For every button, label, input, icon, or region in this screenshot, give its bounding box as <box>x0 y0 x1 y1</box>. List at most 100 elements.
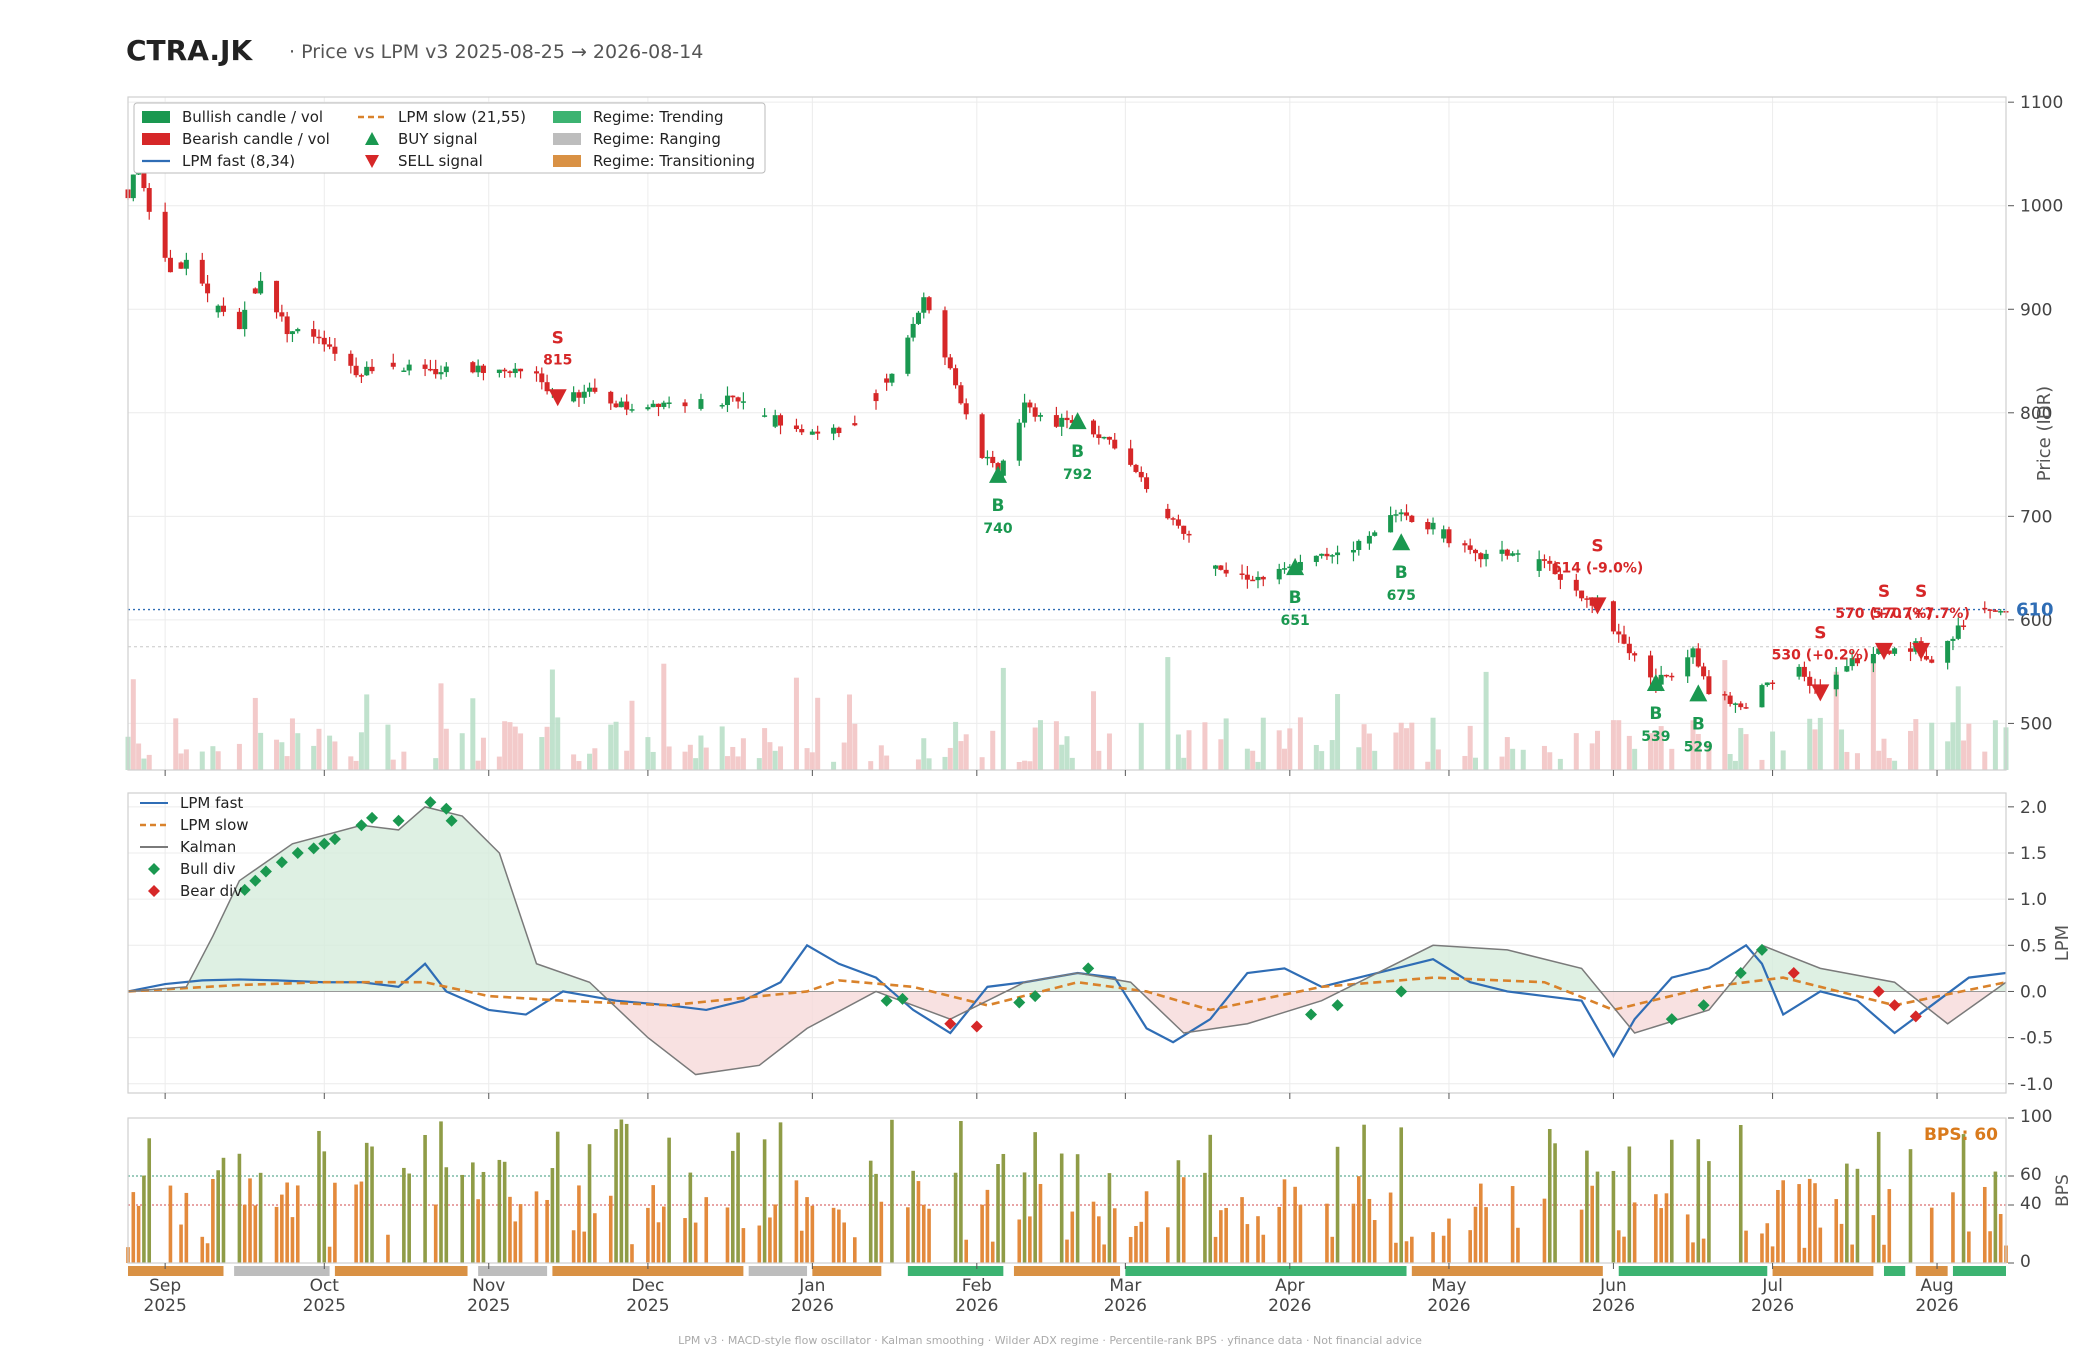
buy-signal-letter: B <box>1649 704 1662 724</box>
bps-bar <box>1065 1239 1069 1263</box>
bps-bar <box>1871 1215 1876 1263</box>
volume-bar <box>1335 694 1341 770</box>
volume-bar <box>518 733 524 770</box>
bps-bar <box>1887 1189 1892 1263</box>
volume-bar <box>1276 730 1282 770</box>
bps-bar <box>1622 1236 1626 1263</box>
bps-tick-label: 40 <box>2020 1194 2042 1214</box>
volume-bar <box>1483 671 1489 770</box>
volume-bar <box>316 728 322 770</box>
legend-down-marker <box>365 155 379 168</box>
volume-bar <box>332 741 338 770</box>
bps-bar <box>1882 1244 1886 1263</box>
volume-bar <box>1059 744 1065 770</box>
candle-body <box>220 305 226 312</box>
candle-body <box>1106 436 1112 440</box>
price-panel: 500 600 700 800 900 1000 1100 610 S 815 B 740 B 792 B 6… <box>125 93 2063 771</box>
bps-bar <box>545 1199 549 1263</box>
bps-bar <box>879 1201 884 1263</box>
bps-bar <box>1611 1170 1616 1263</box>
candle-body <box>433 369 439 375</box>
candle-body <box>1584 598 1590 600</box>
bps-bar <box>1330 1236 1335 1263</box>
lpm-legend: LPM fast LPM slow Kalman Bull div Bear div <box>140 794 249 900</box>
bps-bar <box>136 1205 141 1263</box>
volume-bar <box>1366 733 1372 770</box>
bps-bar <box>662 1206 666 1263</box>
volume-bar <box>661 663 667 770</box>
bps-bar <box>407 1173 411 1263</box>
volume-bar <box>1096 750 1102 770</box>
volume-bar <box>1992 720 1998 770</box>
buy-signal-letter: B <box>1289 588 1302 608</box>
bps-bar <box>1818 1227 1823 1263</box>
bps-bar <box>1664 1193 1669 1263</box>
bps-bar <box>179 1224 183 1263</box>
volume-bar <box>210 746 216 770</box>
candle-body <box>1998 611 2004 613</box>
volume-bar <box>327 735 333 770</box>
candle-body <box>1069 420 1075 423</box>
volume-bar <box>136 743 142 770</box>
bps-bar <box>1091 1201 1096 1263</box>
regime-segment <box>1013 1266 1121 1276</box>
bps-bar <box>1813 1183 1817 1263</box>
bull-div-marker <box>275 856 288 869</box>
bps-bar <box>1696 1139 1701 1263</box>
regime-segment <box>1772 1266 1874 1276</box>
bps-bar <box>1951 1192 1955 1263</box>
x-tick-month: Dec <box>631 1276 664 1296</box>
candle-body <box>1144 477 1150 490</box>
legend-up-marker <box>365 132 379 145</box>
candle-body <box>1101 436 1107 439</box>
volume-bar <box>831 761 837 770</box>
candle-body <box>793 425 799 430</box>
bps-bar <box>1388 1192 1393 1263</box>
bull-div-marker <box>1082 962 1095 975</box>
bps-bar <box>184 1192 189 1263</box>
volume-bar <box>1223 718 1229 770</box>
candle-body <box>1722 694 1728 696</box>
candle-body <box>470 362 476 373</box>
volume-bar <box>629 700 635 770</box>
candle-body <box>1022 402 1028 423</box>
legend-frame <box>133 102 766 174</box>
bps-bar <box>1855 1168 1860 1263</box>
bps-bar <box>1738 1125 1743 1263</box>
bps-bar <box>1165 1227 1170 1263</box>
candle-body <box>1610 601 1616 632</box>
candle-body <box>512 368 518 374</box>
candle-body <box>905 337 911 374</box>
candle-body <box>1170 518 1176 520</box>
volume-bar <box>348 756 354 770</box>
bps-bar <box>508 1196 512 1263</box>
candle-body <box>1404 512 1410 516</box>
volume-bar <box>183 749 189 770</box>
bps-bar <box>1107 1173 1112 1263</box>
bear-div-marker <box>1909 1010 1922 1023</box>
candle-body <box>162 211 168 258</box>
regime-segment <box>478 1266 548 1276</box>
regime-segment <box>748 1266 808 1276</box>
volume-bar <box>1839 729 1845 770</box>
bps-bar <box>911 1170 915 1263</box>
volume-bar <box>258 732 264 770</box>
candle-body <box>1833 674 1839 690</box>
volume-bar <box>1966 723 1972 770</box>
candle-body <box>518 368 524 372</box>
candle-body <box>661 402 667 407</box>
bps-bar <box>1441 1235 1446 1263</box>
volume-bar <box>1589 743 1595 770</box>
bps-bar <box>359 1181 364 1263</box>
candle-body <box>1849 658 1855 667</box>
volume-bar <box>735 756 741 770</box>
volume-bar <box>1759 759 1765 770</box>
candle-body <box>539 373 545 383</box>
volume-bar <box>1616 720 1622 770</box>
bull-div-marker <box>291 847 304 859</box>
regime-segment <box>128 1266 224 1276</box>
bps-bar <box>1404 1241 1409 1263</box>
candle-body <box>327 344 333 347</box>
bps-bar <box>1998 1213 2003 1263</box>
x-tick-year: 2025 <box>303 1296 346 1316</box>
